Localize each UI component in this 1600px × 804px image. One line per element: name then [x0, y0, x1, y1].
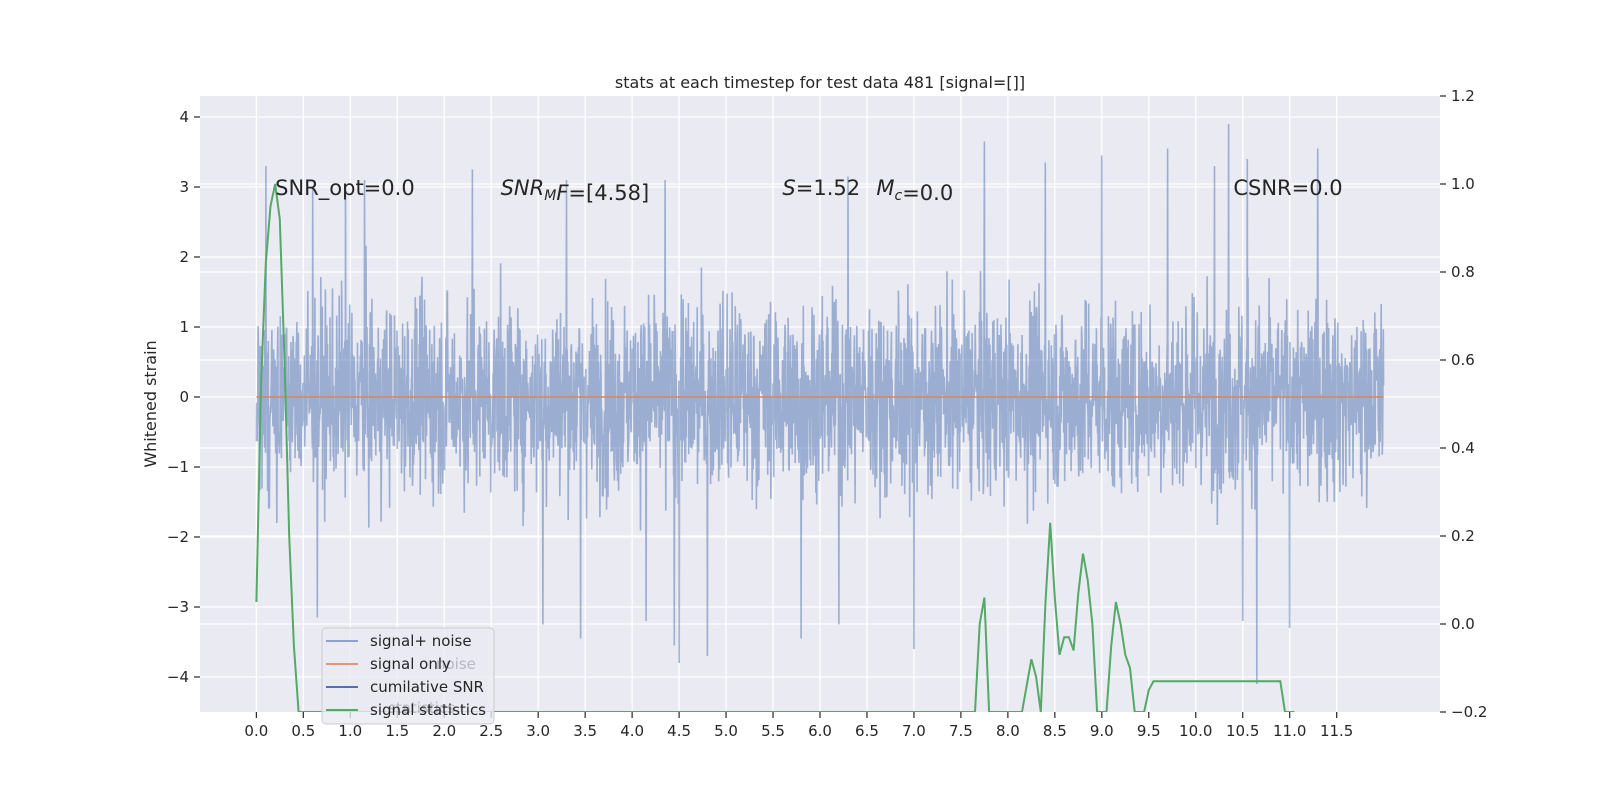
- y-tick-label: 3: [179, 178, 189, 196]
- y-tick-label: 4: [179, 108, 189, 126]
- y2-tick-label: 1.0: [1451, 175, 1475, 193]
- y2-tick-label: 0.4: [1451, 439, 1475, 457]
- series-signal-statistics-line: [255, 183, 1295, 712]
- legend-label: signal statistics: [370, 701, 486, 719]
- x-tick-label: 0.0: [244, 722, 268, 740]
- stat-annotation: SNR_opt=0.0: [275, 176, 415, 201]
- x-tick-label: 2.0: [432, 722, 456, 740]
- legend-ghost-text: noise: [436, 655, 476, 673]
- y2-tick-label: 0.6: [1451, 351, 1475, 369]
- series-signal-plus-noise-line: [255, 123, 1385, 685]
- stat-annotation-part: SNR: [501, 176, 545, 200]
- x-tick-label: 8.5: [1043, 722, 1067, 740]
- x-tick-label: 10.5: [1226, 722, 1259, 740]
- legend-label: signal+ noise: [370, 632, 472, 650]
- stat-annotation: CSNR=0.0: [1233, 176, 1342, 200]
- y2-tick-label: 1.2: [1451, 87, 1475, 105]
- stat-annotation-part: S: [782, 176, 795, 200]
- x-tick-label: 1.0: [338, 722, 362, 740]
- x-tick-label: 8.0: [996, 722, 1020, 740]
- y-tick-label: 0: [179, 388, 189, 406]
- x-tick-label: 3.5: [573, 722, 597, 740]
- legend-label: cumilative SNR: [370, 678, 484, 696]
- x-tick-label: 7.0: [902, 722, 926, 740]
- y-tick-label: −1: [167, 458, 189, 476]
- y2-tick-label: 0.0: [1451, 615, 1475, 633]
- stat-annotation: SNRMF=[4.58]: [501, 176, 650, 205]
- y-tick-label: 2: [179, 248, 189, 266]
- y-tick-label: −2: [167, 528, 189, 546]
- x-tick-label: 4.5: [667, 722, 691, 740]
- x-tick-label: 6.5: [855, 722, 879, 740]
- y2-tick-label: 0.8: [1451, 263, 1475, 281]
- x-tick-label: 1.5: [385, 722, 409, 740]
- legend-ghost-text: statistics: [388, 699, 455, 717]
- x-tick-label: 9.5: [1137, 722, 1161, 740]
- plot-area: [255, 123, 1385, 712]
- y2-tick-label: −0.2: [1451, 703, 1487, 721]
- x-tick-label: 9.0: [1090, 722, 1114, 740]
- y-tick-label: −4: [167, 668, 189, 686]
- y-tick-label: −3: [167, 598, 189, 616]
- x-tick-label: 3.0: [526, 722, 550, 740]
- stat-annotation-part: c: [894, 188, 902, 204]
- x-tick-label: 7.5: [949, 722, 973, 740]
- stat-annotation: Mc=0.0: [876, 176, 953, 205]
- stat-annotation-part: =0.0: [902, 181, 953, 205]
- stat-annotation-part: M: [544, 188, 556, 204]
- x-tick-label: 0.5: [291, 722, 315, 740]
- x-tick-label: 10.0: [1179, 722, 1212, 740]
- x-tick-label: 2.5: [479, 722, 503, 740]
- legend-box: [321, 627, 495, 725]
- stat-annotation-part: =1.52: [796, 176, 860, 200]
- x-tick-label: 5.0: [714, 722, 738, 740]
- legend-label: signal only: [370, 655, 451, 673]
- x-tick-label: 4.0: [620, 722, 644, 740]
- x-tick-label: 5.5: [761, 722, 785, 740]
- x-tick-label: 11.5: [1320, 722, 1353, 740]
- stat-annotation-part: =[4.58]: [568, 181, 649, 205]
- chart-title: stats at each timestep for test data 481…: [615, 73, 1025, 92]
- y-tick-label: 1: [179, 318, 189, 336]
- stat-annotation: S=1.52: [782, 176, 860, 200]
- stat-annotation-part: M: [876, 176, 894, 200]
- x-tick-label: 6.0: [808, 722, 832, 740]
- x-tick-label: 11.0: [1273, 722, 1306, 740]
- stat-annotation-part: F: [556, 181, 569, 205]
- y2-tick-label: 0.2: [1451, 527, 1475, 545]
- y-axis-label: Whitened strain: [141, 340, 160, 467]
